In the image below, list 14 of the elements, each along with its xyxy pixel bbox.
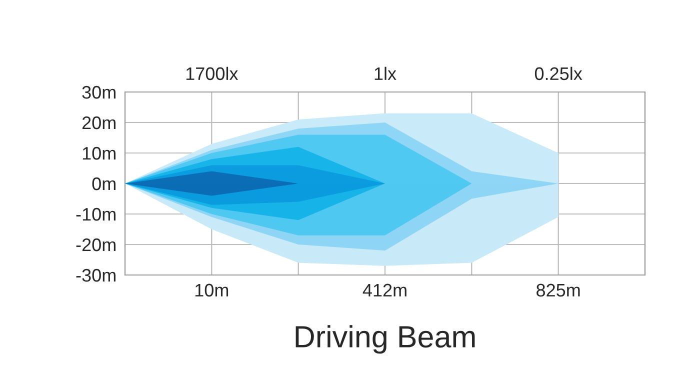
y-tick-label: 10m (82, 146, 116, 160)
text: 1700lx (186, 66, 238, 80)
x-tick-label: 10m (195, 284, 228, 297)
text: 1lx (374, 66, 396, 80)
x-axis-title: Driving Beam (296, 325, 475, 354)
y-tick-label: -10m (76, 208, 116, 221)
x-tick-label: 825m (536, 284, 580, 297)
x-tick-label: 412m (362, 284, 406, 296)
text: 0.25lx (534, 66, 582, 80)
y-tick-label: -20m (76, 238, 116, 252)
y-tick-label: 0m (92, 177, 116, 190)
y-tick-label: 20m (82, 116, 116, 130)
y-tick-label: 30m (82, 86, 116, 99)
y-tick-label: -30m (76, 268, 116, 282)
